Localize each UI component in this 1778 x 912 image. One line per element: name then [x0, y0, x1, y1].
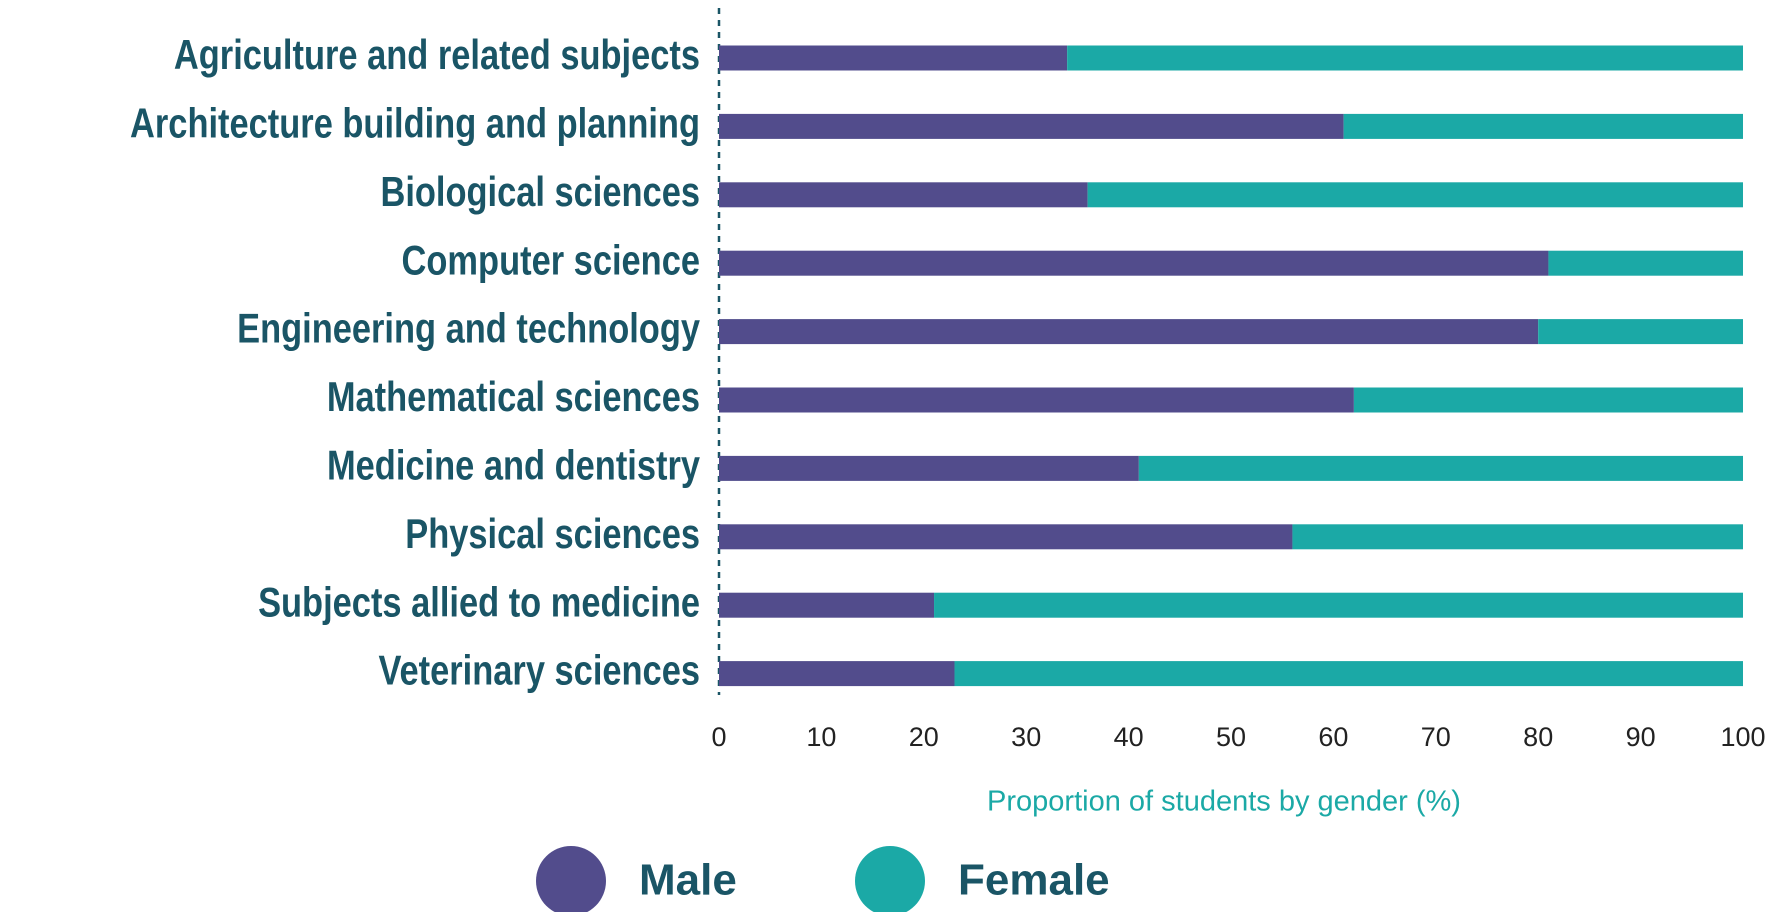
category-label-group: Agriculture and related subjects [174, 32, 700, 79]
bar-segment [719, 250, 1549, 276]
category-label: Physical sciences [405, 511, 700, 558]
bar-segment [1292, 524, 1743, 550]
x-tick-label: 100 [1720, 722, 1765, 752]
x-tick-label: 70 [1421, 722, 1451, 752]
x-tick-label: 10 [806, 722, 836, 752]
bar-segment [719, 455, 1139, 481]
bar-segment [719, 592, 935, 618]
bar-segment [1343, 113, 1743, 139]
bar-segment [719, 387, 1354, 413]
bar-segment [1067, 45, 1743, 71]
category-label-group: Engineering and technology [237, 306, 700, 353]
category-label: Architecture building and planning [130, 100, 700, 147]
x-tick-label: 30 [1011, 722, 1041, 752]
bar-segment [1138, 455, 1743, 481]
x-tick-label: 20 [909, 722, 939, 752]
category-label: Computer science [402, 237, 700, 284]
category-label: Biological sciences [380, 169, 700, 216]
category-label-group: Physical sciences [405, 511, 700, 558]
category-label: Mathematical sciences [327, 374, 700, 421]
bar-segment [934, 592, 1743, 618]
bar-segment [954, 661, 1743, 687]
category-label: Engineering and technology [237, 306, 700, 353]
category-label-group: Mathematical sciences [327, 374, 700, 421]
bar-segment [719, 113, 1344, 139]
category-label-group: Medicine and dentistry [327, 442, 701, 489]
legend-label: Male [639, 856, 737, 905]
bar-segment [1353, 387, 1743, 413]
category-label: Agriculture and related subjects [174, 32, 700, 79]
x-tick-label: 90 [1626, 722, 1656, 752]
category-label: Subjects allied to medicine [258, 579, 700, 626]
bar-segment [719, 661, 955, 687]
legend-swatch [536, 846, 606, 912]
category-label-group: Computer science [402, 237, 700, 284]
bar-segment [719, 182, 1088, 208]
category-label-group: Architecture building and planning [130, 100, 700, 147]
bar-segment [1538, 319, 1743, 345]
x-tick-label: 40 [1114, 722, 1144, 752]
category-label-group: Subjects allied to medicine [258, 579, 700, 626]
bar-segment [1087, 182, 1743, 208]
legend-swatch [855, 846, 925, 912]
x-tick-label: 0 [711, 722, 726, 752]
bar-segment [719, 319, 1539, 345]
x-axis-title: Proportion of students by gender (%) [987, 786, 1461, 818]
category-label-group: Veterinary sciences [378, 648, 700, 695]
bar-segment [719, 524, 1293, 550]
legend-label: Female [958, 856, 1110, 905]
x-tick-label: 80 [1523, 722, 1553, 752]
bar-segment [1548, 250, 1743, 276]
bar-segment [719, 45, 1068, 71]
category-label-group: Biological sciences [380, 169, 700, 216]
category-label: Medicine and dentistry [327, 442, 701, 489]
x-tick-label: 60 [1318, 722, 1348, 752]
category-label: Veterinary sciences [378, 648, 700, 695]
x-tick-label: 50 [1216, 722, 1246, 752]
